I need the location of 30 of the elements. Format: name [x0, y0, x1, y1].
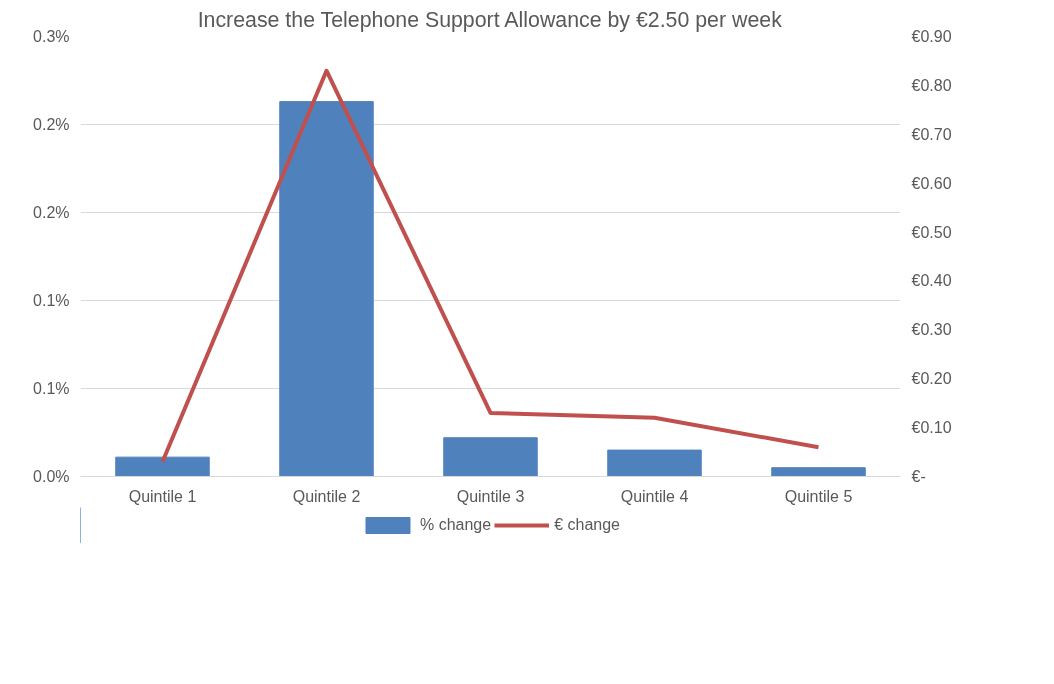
legend-label: % change	[419, 516, 492, 534]
bar	[771, 467, 866, 477]
x-tick-label: Quintile 1	[128, 487, 197, 505]
legend-label: € change	[554, 516, 621, 534]
y2-tick-label: €0.70	[911, 125, 952, 143]
x-tick-label: Quintile 5	[784, 487, 853, 505]
y2-tick-label: €0.90	[911, 28, 952, 45]
y2-tick-label: €0.20	[911, 370, 952, 388]
y-tick-label: 0.0%	[33, 468, 70, 485]
bar	[115, 456, 210, 477]
y-tick-label: 0.3%	[33, 28, 70, 45]
y2-tick-label: €0.40	[911, 272, 952, 290]
line-series	[160, 68, 821, 464]
y-tick-label: 0.1%	[33, 380, 70, 397]
x-tick-label: Quintile 4	[620, 487, 689, 505]
y-tick-label: 0.2%	[33, 204, 70, 221]
y2-tick-label: €0.30	[911, 321, 952, 339]
bar	[443, 437, 538, 477]
y-tick-label: 0.2%	[33, 116, 70, 133]
y2-tick-label: €0.50	[911, 223, 952, 241]
chart-title: Increase the Telephone Support Allowance by €2.50 per week	[197, 7, 783, 32]
y-tick-label: 0.1%	[33, 292, 70, 309]
y2-tick-label: €-	[911, 468, 926, 485]
bar	[607, 449, 702, 477]
x-tick-label: Quintile 2	[292, 487, 361, 505]
y2-tick-label: €0.60	[911, 174, 952, 192]
y2-tick-label: €0.10	[911, 419, 952, 437]
bar	[279, 101, 374, 477]
y2-tick-label: €0.80	[911, 76, 952, 94]
x-tick-label: Quintile 3	[456, 487, 525, 505]
